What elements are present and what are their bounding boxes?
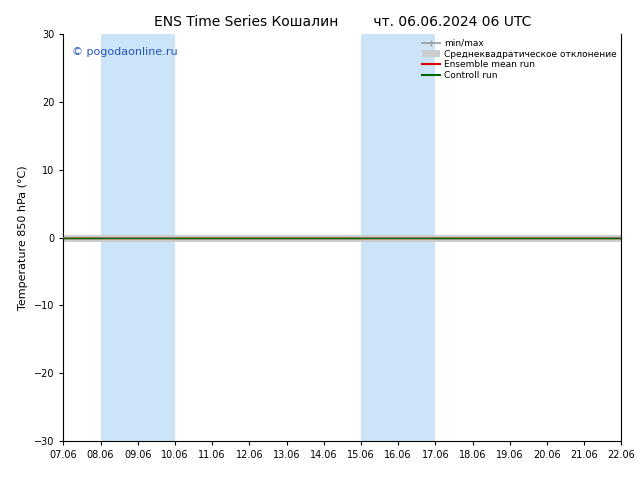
- Bar: [361, 34, 436, 441]
- Text: © pogodaonline.ru: © pogodaonline.ru: [72, 47, 178, 56]
- Legend: min/max, Среднеквадратическое отклонение, Ensemble mean run, Controll run: min/max, Среднеквадратическое отклонение…: [422, 39, 617, 80]
- Bar: [101, 34, 175, 441]
- Y-axis label: Temperature 850 hPa (°C): Temperature 850 hPa (°C): [18, 165, 29, 310]
- Title: ENS Time Series Кошалин        чт. 06.06.2024 06 UTC: ENS Time Series Кошалин чт. 06.06.2024 0…: [153, 15, 531, 29]
